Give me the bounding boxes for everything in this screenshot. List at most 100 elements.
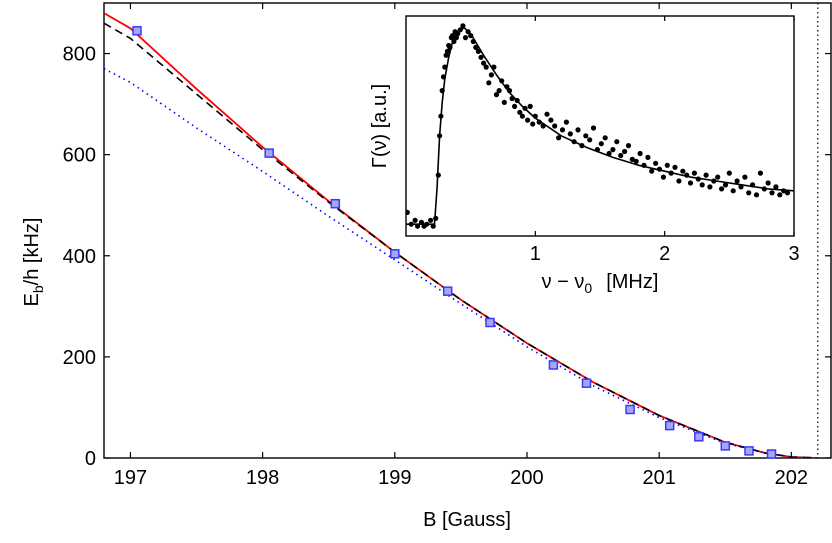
inset-data-point	[765, 180, 771, 186]
inset-x-tick-label: 3	[788, 243, 799, 265]
inset-data-point	[672, 164, 678, 170]
inset-data-point	[473, 44, 479, 51]
data-point	[264, 148, 274, 158]
inset-data-point	[424, 221, 430, 227]
y-tick-label: 400	[63, 246, 96, 268]
x-tick-label: 202	[775, 467, 808, 489]
inset-data-point	[668, 170, 674, 176]
inset-data-point	[769, 190, 775, 196]
inset-data-point	[567, 131, 573, 137]
inset-data-point	[614, 139, 620, 145]
main-y-ticks: 0 200 400 600 800	[63, 44, 831, 470]
inset-data-point	[408, 221, 414, 227]
inset-data-point	[532, 113, 538, 119]
inset-data-point	[653, 160, 659, 166]
inset-data-point	[451, 38, 457, 45]
inset-data-point	[660, 174, 667, 180]
inset-data-point	[428, 217, 434, 223]
y-tick-label: 0	[85, 448, 96, 470]
inset-data-point	[522, 105, 528, 111]
inset-data-point	[437, 133, 443, 139]
inset-data-point	[579, 143, 585, 149]
inset-data-point	[649, 168, 655, 174]
inset-data-point	[753, 192, 760, 198]
inset-data-point	[691, 170, 698, 176]
x-tick-label: 199	[378, 467, 411, 489]
inset-data-point	[509, 95, 515, 102]
inset-data-point	[606, 150, 612, 157]
inset-data-point	[501, 99, 507, 105]
inset-data-point	[602, 135, 608, 141]
inset-data-point	[622, 148, 628, 155]
data-point	[581, 378, 592, 388]
x-axis-title: B [Gauss]	[423, 509, 511, 531]
inset-data-point	[435, 172, 441, 178]
inset-data-point	[499, 78, 505, 84]
data-point	[766, 449, 777, 459]
inset-data-point	[618, 152, 624, 159]
inset-data-point	[715, 174, 721, 180]
inset-background	[405, 15, 795, 237]
main-plot: 197 198 199 200 201 202 0 200 400 600 800 B [Gaus…	[21, 2, 832, 531]
inset-data-point	[460, 23, 466, 29]
inset-data-point	[440, 74, 447, 80]
inset-data-point	[746, 190, 752, 196]
inset-data-point	[610, 147, 616, 153]
inset-data-point	[442, 64, 448, 70]
data-point	[132, 26, 142, 36]
inset-data-point	[575, 127, 581, 133]
inset-data-point	[519, 113, 526, 119]
inset-data-point	[506, 88, 513, 94]
inset-data-point	[496, 88, 502, 94]
inset-data-point	[457, 27, 463, 33]
x-tick-label: 197	[114, 467, 147, 489]
inset-data-point	[491, 64, 497, 70]
inset-data-point	[645, 154, 651, 160]
data-point	[625, 404, 635, 415]
inset-data-point	[738, 184, 744, 190]
inset-data-point	[511, 103, 518, 109]
inset-data-point	[552, 123, 558, 129]
data-point	[390, 249, 400, 259]
inset-data-point	[559, 127, 566, 133]
inset-data-point	[540, 123, 546, 129]
data-point	[548, 360, 559, 370]
inset-data-point	[633, 158, 639, 164]
inset-data-point	[556, 135, 562, 141]
inset-data-point	[726, 170, 732, 176]
inset-data-point	[734, 178, 740, 184]
inset-data-point	[483, 64, 489, 70]
inset-data-point	[777, 192, 783, 198]
inset-data-point	[470, 38, 476, 45]
inset-data-point	[687, 180, 694, 186]
inset-x-axis-title: ν − ν0 [MHz]	[542, 271, 659, 296]
inset-data-point	[583, 133, 589, 139]
inset-data-point	[719, 186, 725, 192]
inset-data-point	[594, 147, 601, 153]
inset-data-point	[455, 31, 461, 37]
inset-data-point	[412, 217, 418, 223]
inset-data-point	[625, 143, 632, 149]
inset-data-point	[486, 80, 492, 86]
inset-data-point	[439, 88, 445, 94]
inset-data-point	[730, 188, 736, 194]
inset-data-point	[695, 176, 701, 182]
main-plot-frame	[103, 2, 832, 459]
inset-data-point	[430, 223, 436, 229]
inset-plot: 1 2 3 ν − ν0 [MHz] Γ(ν) [a.u.]	[369, 15, 800, 296]
inset-data-point	[711, 178, 717, 184]
inset-data-point	[563, 119, 570, 125]
y-tick-label: 200	[63, 347, 96, 369]
inset-data-point	[447, 44, 453, 51]
inset-data-point	[676, 178, 682, 184]
inset-data-point	[773, 184, 779, 190]
inset-x-tick-label: 1	[530, 243, 541, 265]
inset-data-point	[598, 141, 604, 147]
inset-data-point	[750, 182, 756, 188]
data-point	[330, 198, 341, 209]
inset-data-point	[761, 186, 767, 192]
data-point	[664, 420, 675, 431]
data-point	[442, 286, 453, 296]
inset-data-point	[462, 35, 469, 41]
